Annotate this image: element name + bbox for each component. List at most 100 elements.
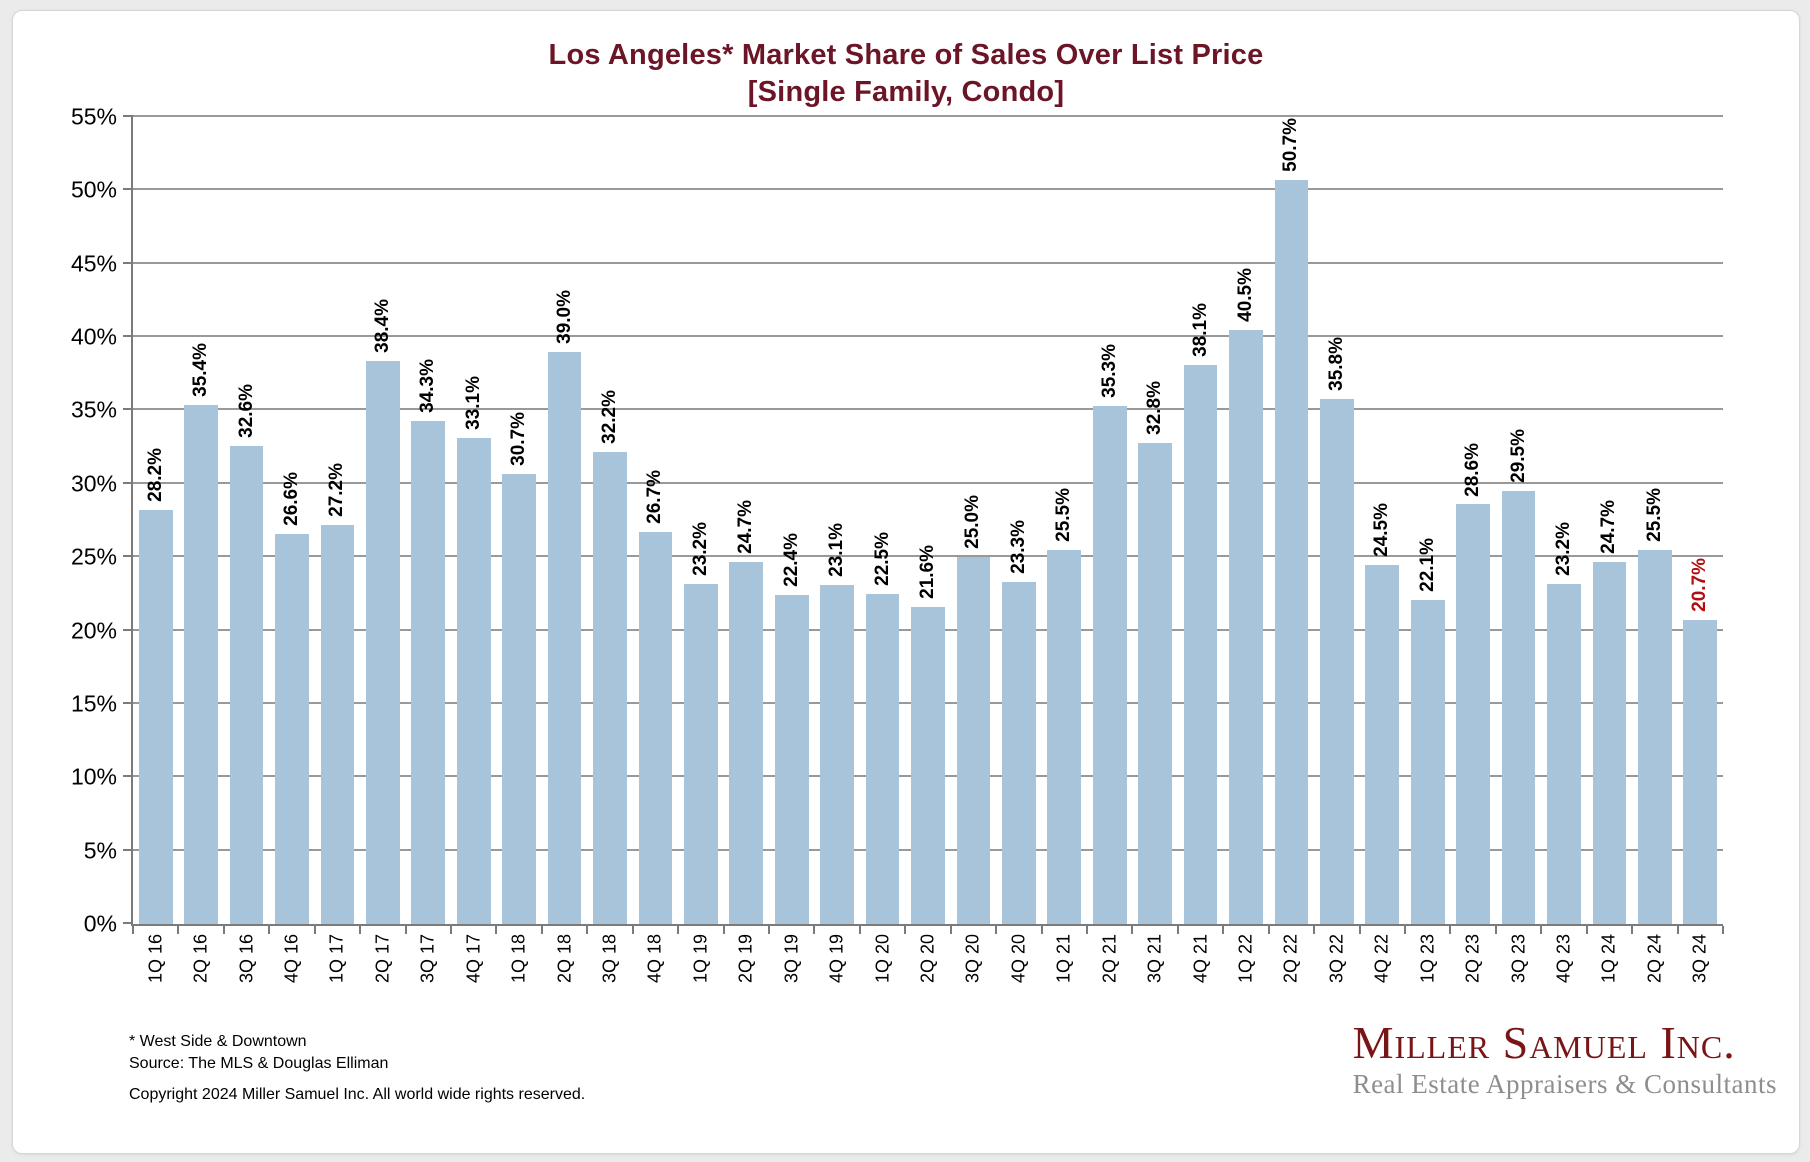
y-tick-label: 50%: [70, 176, 117, 203]
bar-column: 38.1% 4Q 21: [1178, 117, 1223, 983]
x-axis-tick: [132, 926, 134, 934]
bar-column: 32.2% 3Q 18: [587, 117, 632, 983]
bar-column: 35.4% 2Q 16: [178, 117, 223, 983]
bar-value-label: 33.1%: [462, 376, 484, 431]
x-tick-label: 4Q 20: [1008, 934, 1029, 984]
footnote-source: Source: The MLS & Douglas Elliman: [129, 1055, 389, 1072]
bar-column: 29.5% 3Q 23: [1496, 117, 1541, 983]
bar-value-label: 32.8%: [1144, 380, 1166, 435]
bar: [774, 595, 809, 924]
bar-column: 23.1% 4Q 19: [814, 117, 859, 983]
bar-value-label: 39.0%: [553, 289, 575, 344]
gridline: [133, 261, 1723, 264]
bar: [956, 557, 991, 924]
x-tick-label: 4Q 18: [644, 934, 665, 984]
bar-column: 38.4% 2Q 17: [360, 117, 405, 983]
bar: [456, 438, 491, 924]
x-tick-label: 3Q 19: [781, 934, 802, 984]
bar: [1410, 599, 1445, 924]
y-axis-tick: [123, 188, 133, 191]
footnote-copyright: Copyright 2024 Miller Samuel Inc. All wo…: [129, 1086, 586, 1103]
bar: [1501, 491, 1536, 924]
gridline: [133, 481, 1723, 484]
x-tick-label: 2Q 18: [554, 934, 575, 984]
bar-value-label: 35.8%: [1325, 336, 1347, 391]
y-axis-tick: [123, 261, 133, 264]
x-tick-label: 2Q 24: [1644, 934, 1665, 984]
x-tick-label: 3Q 22: [1326, 934, 1347, 984]
bar: [1138, 442, 1172, 924]
logo-tagline: Real Estate Appraisers & Consultants: [1352, 1069, 1777, 1099]
x-axis-tick: [1222, 926, 1225, 934]
x-tick-label: 1Q 18: [508, 934, 529, 984]
bar-value-label: 22.4%: [780, 533, 802, 588]
x-tick-label: 4Q 21: [1190, 934, 1211, 984]
bar-value-label: 28.6%: [1462, 442, 1484, 497]
bar-column: 28.2% 1Q 16: [133, 117, 178, 983]
x-axis-tick: [313, 926, 316, 934]
bar: [366, 360, 400, 924]
x-axis-tick: [359, 926, 362, 934]
y-axis-tick: [123, 848, 133, 851]
x-axis-tick: [631, 926, 634, 934]
x-tick-label: 1Q 24: [1598, 934, 1619, 984]
bar: [1183, 364, 1218, 924]
bar-value-label: 23.3%: [1007, 520, 1029, 575]
x-tick-label: 4Q 17: [463, 934, 484, 984]
x-tick-label: 2Q 21: [1099, 934, 1120, 984]
bar-value-label: 35.4%: [190, 342, 212, 397]
x-tick-label: 4Q 22: [1371, 934, 1392, 984]
bar-column: 23.3% 4Q 20: [996, 117, 1041, 983]
bar: [1547, 583, 1581, 924]
x-axis-tick: [1540, 926, 1543, 934]
x-axis-tick: [450, 926, 452, 934]
bar: [411, 420, 446, 924]
bar: [820, 585, 854, 924]
bar-value-label: 26.7%: [644, 470, 666, 525]
y-axis-tick: [123, 922, 133, 924]
y-tick-label: 10%: [70, 763, 117, 790]
x-tick-label: 4Q 23: [1553, 934, 1574, 984]
x-axis-tick: [858, 926, 861, 934]
bar-column: 22.1% 1Q 23: [1405, 117, 1450, 983]
bar-column: 20.7% 3Q 24: [1678, 117, 1723, 983]
bar: [911, 607, 945, 924]
bar-column: 32.6% 3Q 16: [224, 117, 269, 983]
bar-value-label: 34.3%: [417, 358, 439, 413]
x-axis-tick: [177, 926, 180, 934]
x-tick-label: 1Q 21: [1053, 934, 1074, 984]
x-tick-label: 3Q 23: [1508, 934, 1529, 984]
bar-value-label: 38.4%: [371, 298, 393, 353]
bar-column: 35.8% 3Q 22: [1314, 117, 1359, 983]
y-axis-tick: [123, 628, 133, 631]
bar-value-label: 23.2%: [689, 521, 711, 576]
x-axis-tick: [768, 926, 770, 934]
bar: [1002, 582, 1036, 924]
x-axis-tick: [904, 926, 907, 934]
chart-card: Los Angeles* Market Share of Sales Over …: [12, 10, 1800, 1154]
bar-column: 32.8% 3Q 21: [1132, 117, 1177, 983]
gridline: [133, 408, 1723, 411]
chart-title-line1: Los Angeles* Market Share of Sales Over …: [548, 39, 1264, 71]
x-axis-tick: [1176, 926, 1179, 934]
y-axis-tick: [123, 408, 133, 411]
x-tick-label: 3Q 20: [962, 934, 983, 984]
bar-column: 26.7% 4Q 18: [633, 117, 678, 983]
x-tick-label: 2Q 19: [735, 934, 756, 984]
x-axis-tick: [1585, 926, 1588, 934]
x-axis-tick: [677, 926, 680, 934]
x-axis-tick: [949, 926, 952, 934]
x-tick-label: 2Q 20: [917, 934, 938, 984]
bar-column: 28.6% 2Q 23: [1450, 117, 1495, 983]
bar-column: 40.5% 1Q 22: [1223, 117, 1268, 983]
bar-column: 25.0% 3Q 20: [951, 117, 996, 983]
bar: [275, 533, 309, 924]
bar-column: 26.6% 4Q 16: [269, 117, 314, 983]
bar-value-label: 24.5%: [1371, 502, 1393, 557]
bar-value-label: 35.3%: [1098, 344, 1120, 399]
bar-column: 34.3% 3Q 17: [406, 117, 451, 983]
bar: [320, 524, 355, 924]
bar-column: 35.3% 2Q 21: [1087, 117, 1132, 983]
x-axis-tick: [586, 926, 589, 934]
bar: [1456, 504, 1490, 924]
